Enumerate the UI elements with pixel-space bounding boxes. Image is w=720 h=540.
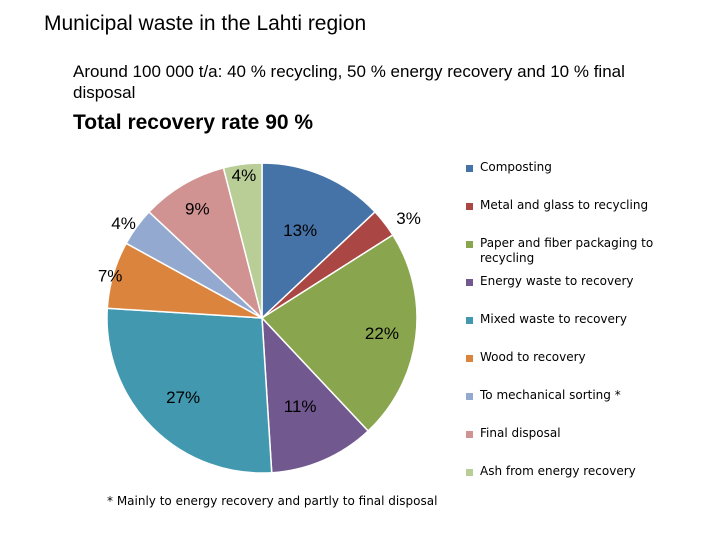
- pie-slice-composting: [261, 162, 377, 320]
- footnote: * Mainly to energy recovery and partly t…: [107, 494, 438, 508]
- legend-swatch: [466, 393, 473, 400]
- chart-subtitle: Around 100 000 t/a: 40 % recycling, 50 %…: [73, 62, 625, 102]
- legend-label: Metal and glass to recycling: [480, 198, 649, 212]
- chart-title: Municipal waste in the Lahti region: [44, 12, 367, 35]
- legend-label: Paper and fiber packaging to recycling: [480, 236, 654, 265]
- pie-label-to-mechanical-sorting: 4%: [111, 214, 136, 233]
- pie-label-energy-waste-to-recovery: 11%: [284, 397, 317, 416]
- pie-slice-paper-and-fiber-packaging-to-recycling: [260, 233, 418, 433]
- pie-slice-mixed-waste-to-recovery: [106, 307, 273, 474]
- legend-swatch: [466, 317, 473, 324]
- pie-label-paper-and-fiber-packaging-to-recycling: 22%: [365, 324, 399, 343]
- legend-label: Ash from energy recovery: [480, 464, 636, 478]
- legend-label: To mechanical sorting *: [480, 388, 621, 402]
- pie-label-mixed-waste-to-recovery: 27%: [166, 388, 200, 407]
- recovery-rate-headline: Total recovery rate 90 %: [73, 111, 314, 134]
- legend-swatch: [466, 469, 473, 476]
- legend-swatch: [466, 241, 473, 248]
- pie-label-final-disposal: 9%: [185, 200, 210, 219]
- pie-slice-final-disposal: [147, 166, 264, 321]
- legend-label: Final disposal: [480, 426, 561, 440]
- pie-slice-ash-from-energy-recovery: [222, 162, 263, 319]
- pie-label-ash-from-energy-recovery: 4%: [232, 166, 257, 185]
- legend-label: Composting: [480, 160, 552, 174]
- legend-label: Wood to recovery: [480, 350, 586, 364]
- legend-swatch: [466, 203, 473, 210]
- legend-swatch: [466, 165, 473, 172]
- legend-swatch: [466, 355, 473, 362]
- pie-slice-energy-waste-to-recovery: [261, 315, 370, 474]
- legend-label: Energy waste to recovery: [480, 274, 634, 288]
- legend-swatch: [466, 279, 473, 286]
- legend-label: Mixed waste to recovery: [480, 312, 627, 326]
- pie-label-wood-to-recovery: 7%: [98, 267, 123, 286]
- pie-label-metal-and-glass-to-recycling: 3%: [396, 209, 421, 228]
- pie-label-composting: 13%: [283, 221, 317, 240]
- legend-swatch: [466, 431, 473, 438]
